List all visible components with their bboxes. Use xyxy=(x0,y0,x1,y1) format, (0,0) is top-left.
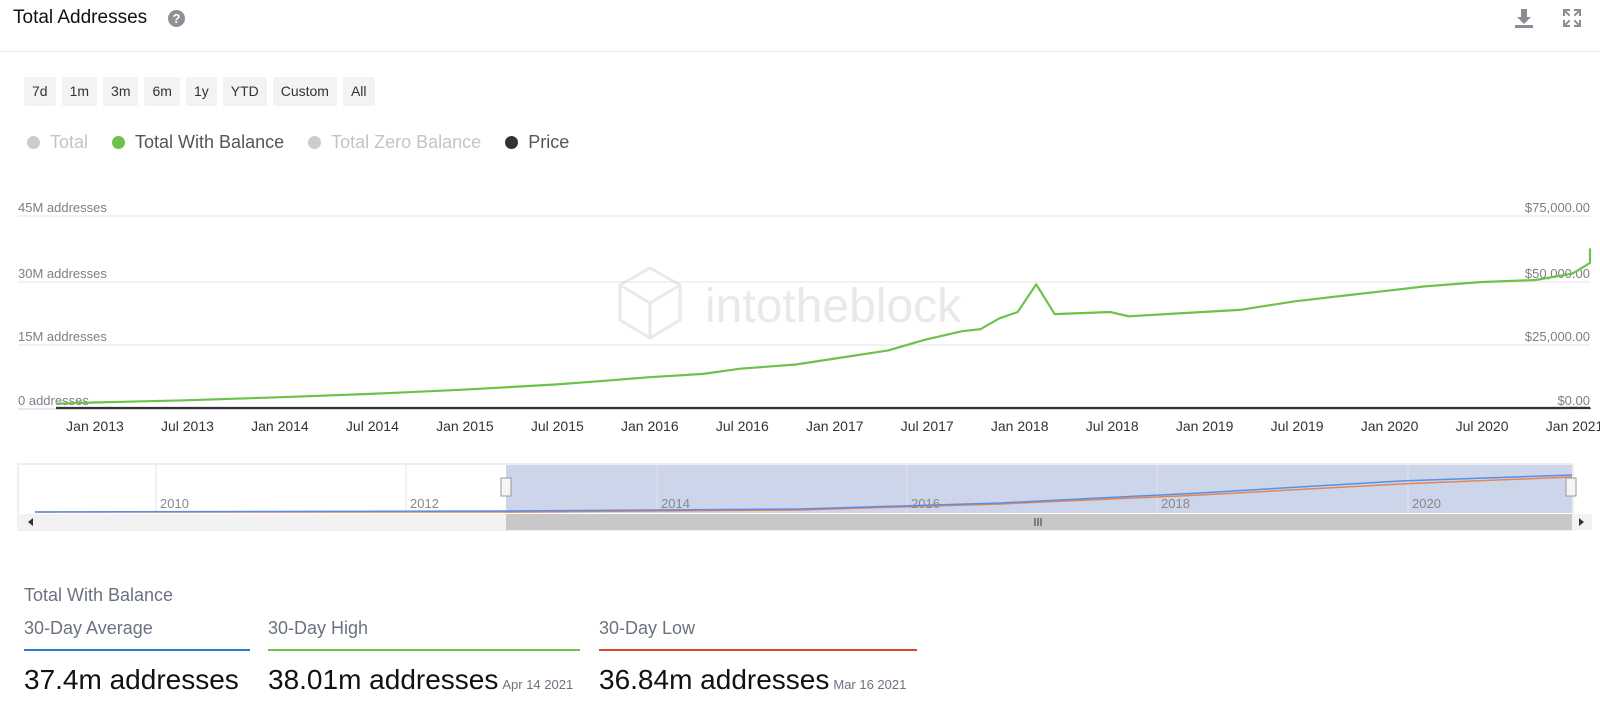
x-tick-label: Jan 2020 xyxy=(1361,418,1419,434)
stat-average: 30-Day Average 37.4m addresses xyxy=(24,618,250,696)
help-icon[interactable]: ? xyxy=(168,10,185,27)
stat-value: 38.01m addresses Apr 14 2021 xyxy=(268,664,580,696)
navigator-selection[interactable] xyxy=(506,465,1572,513)
y-right-tick-label: $0.00 xyxy=(1557,393,1590,408)
x-tick-label: Jan 2019 xyxy=(1176,418,1234,434)
legend-dot xyxy=(505,136,519,149)
scroll-left-icon[interactable] xyxy=(28,518,33,526)
y-left-tick-label: 30M addresses xyxy=(18,266,107,281)
navigator: 2010 2012 2014 2016 2018 2020 xyxy=(17,463,1592,531)
y-left-tick-label: 0 addresses xyxy=(18,393,89,408)
legend-label: Total Zero Balance xyxy=(331,132,482,152)
navigator-label: 2012 xyxy=(410,496,439,511)
watermark: intotheblock xyxy=(618,266,962,340)
stat-label: 30-Day High xyxy=(268,618,369,638)
x-tick-label: Jan 2014 xyxy=(251,418,309,434)
stat-high: 30-Day High 38.01m addresses Apr 14 2021 xyxy=(268,618,580,696)
legend-item-total-with-balance[interactable]: Total With Balance xyxy=(112,132,284,153)
download-icon[interactable] xyxy=(1512,6,1536,30)
legend-dot xyxy=(112,136,126,149)
legend-label: Price xyxy=(528,132,570,152)
range-7d-button[interactable]: 7d xyxy=(24,77,56,106)
range-selector: 7d 1m 3m 6m 1y YTD Custom All xyxy=(24,77,375,106)
navigator-label: 2016 xyxy=(911,496,940,511)
navigator-right-handle[interactable] xyxy=(1565,477,1577,497)
x-tick-label: Jul 2015 xyxy=(531,418,584,434)
chart-legend: Total Total With Balance Total Zero Bala… xyxy=(27,132,593,153)
stat-label: 30-Day Low xyxy=(599,618,696,638)
legend-label: Total With Balance xyxy=(135,132,285,152)
range-1m-button[interactable]: 1m xyxy=(61,77,98,106)
header: Total Addresses ? xyxy=(0,0,1600,52)
stat-value: 36.84m addresses Mar 16 2021 xyxy=(599,664,917,696)
legend-item-price[interactable]: Price xyxy=(505,132,569,153)
x-tick-label: Jul 2014 xyxy=(346,418,399,434)
y-left-tick-label: 45M addresses xyxy=(18,200,107,215)
navigator-label: 2018 xyxy=(1161,496,1190,511)
legend-dot xyxy=(27,136,40,149)
chart-area: intotheblock 45M addresses $75,000.00 30M … xyxy=(17,200,1600,531)
legend-item-total[interactable]: Total xyxy=(27,132,88,153)
x-axis-labels: Jan 2013 Jul 2013 Jan 2014 Jul 2014 Jan 2015… xyxy=(66,418,1600,434)
legend-label: Total xyxy=(50,132,89,152)
range-3m-button[interactable]: 3m xyxy=(103,77,139,106)
scroll-grip-icon xyxy=(1034,518,1042,526)
x-tick-label: Jan 2017 xyxy=(806,418,864,434)
x-tick-label: Jul 2013 xyxy=(161,418,214,434)
y-right-tick-label: $25,000.00 xyxy=(1525,329,1590,344)
summary-title: Total With Balance xyxy=(24,585,174,605)
navigator-label: 2014 xyxy=(661,496,690,511)
x-tick-label: Jul 2016 xyxy=(716,418,769,434)
stat-date: Apr 14 2021 xyxy=(502,677,574,692)
x-tick-label: Jul 2018 xyxy=(1086,418,1139,434)
range-6m-button[interactable]: 6m xyxy=(144,77,180,106)
range-custom-button[interactable]: Custom xyxy=(272,77,337,106)
navigator-left-handle[interactable] xyxy=(500,477,512,497)
x-tick-label: Jan 2016 xyxy=(621,418,679,434)
x-tick-label: Jan 2013 xyxy=(66,418,124,434)
scrollbar-thumb[interactable] xyxy=(506,514,1572,530)
y-right-tick-label: $75,000.00 xyxy=(1525,200,1590,215)
navigator-line-a xyxy=(35,476,1573,513)
range-all-button[interactable]: All xyxy=(342,77,375,106)
x-tick-label: Jul 2017 xyxy=(901,418,954,434)
stat-low: 30-Day Low 36.84m addresses Mar 16 2021 xyxy=(599,618,917,696)
navigator-line-b xyxy=(34,474,1573,513)
watermark-text: intotheblock xyxy=(705,280,962,333)
legend-item-total-zero-balance[interactable]: Total Zero Balance xyxy=(308,132,481,153)
y-left-tick-label: 15M addresses xyxy=(18,329,107,344)
range-1y-button[interactable]: 1y xyxy=(185,77,217,106)
stat-underline xyxy=(268,649,580,651)
navigator-label: 2010 xyxy=(160,496,189,511)
legend-dot xyxy=(308,136,322,149)
stat-value-text: 37.4m addresses xyxy=(24,664,239,695)
navigator-labels: 2010 2012 2014 2016 2018 2020 xyxy=(155,465,1441,513)
y-right-tick-label: $50,000.00 xyxy=(1525,266,1590,281)
series-line-total-with-balance[interactable] xyxy=(55,248,1592,405)
stat-underline xyxy=(24,649,250,651)
stat-date: Mar 16 2021 xyxy=(833,677,907,692)
fullscreen-icon[interactable] xyxy=(1560,6,1584,30)
x-tick-label: Jul 2020 xyxy=(1456,418,1509,434)
x-tick-label: Jan 2018 xyxy=(991,418,1049,434)
chart-series xyxy=(55,248,1592,410)
stat-value: 37.4m addresses xyxy=(24,664,250,696)
page-title: Total Addresses xyxy=(13,7,148,28)
stat-underline xyxy=(599,649,917,651)
stat-value-text: 38.01m addresses xyxy=(268,664,499,695)
navigator-label: 2020 xyxy=(1412,496,1441,511)
scroll-right-icon[interactable] xyxy=(1579,518,1584,526)
x-tick-label: Jan 2021 xyxy=(1546,418,1600,434)
stat-value-text: 36.84m addresses xyxy=(599,664,830,695)
x-tick-label: Jan 2015 xyxy=(436,418,494,434)
range-ytd-button[interactable]: YTD xyxy=(222,77,267,106)
x-tick-label: Jul 2019 xyxy=(1271,418,1324,434)
stat-label: 30-Day Average xyxy=(24,618,153,638)
